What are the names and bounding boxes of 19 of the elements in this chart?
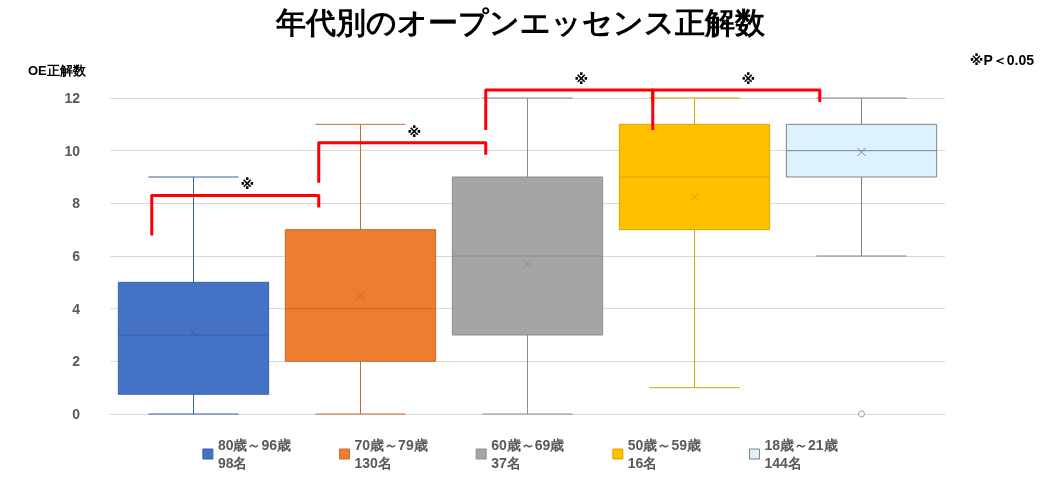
text: ※	[574, 71, 589, 88]
annotation: ※	[407, 123, 422, 140]
text: ※	[741, 71, 756, 88]
legend-label: 70歳～79歳 130名	[354, 437, 428, 471]
legend-label: 18歳～21歳 144名	[764, 437, 838, 471]
annotation: ※	[240, 176, 255, 193]
text: ※P＜0.05	[969, 52, 1034, 70]
legend-label: 50歳～59歳 16名	[627, 437, 701, 471]
y-tick-label: 8	[72, 195, 81, 212]
y-tick-label: 10	[64, 142, 81, 159]
y-tick-label: 4	[72, 300, 81, 317]
legend-label: 60歳～69歳 37名	[491, 437, 565, 471]
y-tick-label: 2	[72, 353, 81, 370]
y-tick-label: 0	[72, 406, 81, 422]
y-axis-title: OE正解数	[28, 62, 86, 80]
y-tick-label: 6	[72, 248, 81, 264]
chart-title: 年代別のオープンエッセンス正解数	[274, 5, 766, 39]
y-tick-label: 12	[64, 90, 81, 106]
legend-label: 80歳～96歳 98名	[217, 437, 292, 471]
